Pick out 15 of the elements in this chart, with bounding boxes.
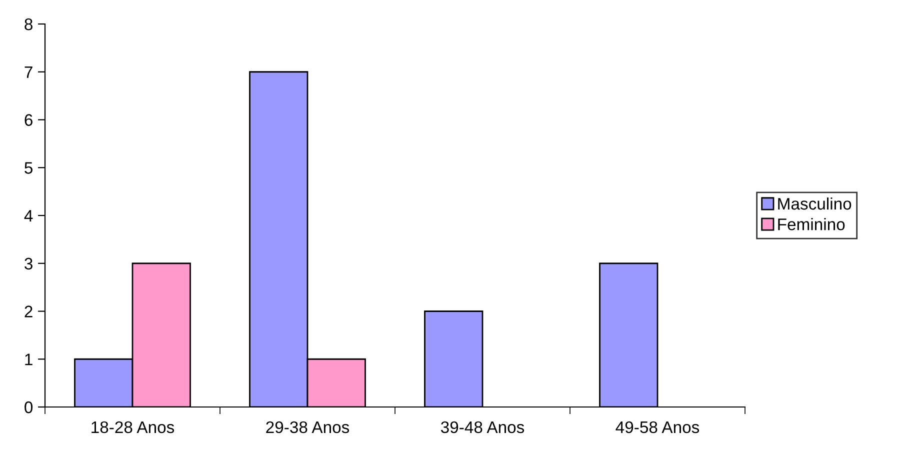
y-tick-label: 5: [24, 162, 32, 174]
x-tick-label: 39-48 Anos: [440, 421, 524, 434]
y-tick-label: 4: [24, 210, 33, 222]
x-tick-label: 29-38 Anos: [266, 421, 350, 434]
legend-label: Feminino: [778, 218, 845, 230]
y-tick-label: 6: [24, 114, 32, 126]
y-tick-label: 7: [24, 66, 32, 78]
y-tick-label: 3: [24, 258, 32, 270]
y-tick-label: 1: [25, 354, 32, 366]
y-tick-label: 2: [24, 306, 32, 318]
x-tick-label: 49-58 Anos: [616, 421, 700, 434]
x-tick-label: 18-28 Anos: [92, 421, 174, 434]
y-tick-label: 0: [24, 401, 33, 414]
legend-label: Masculino: [778, 197, 852, 210]
y-tick-label: 8: [24, 18, 32, 30]
